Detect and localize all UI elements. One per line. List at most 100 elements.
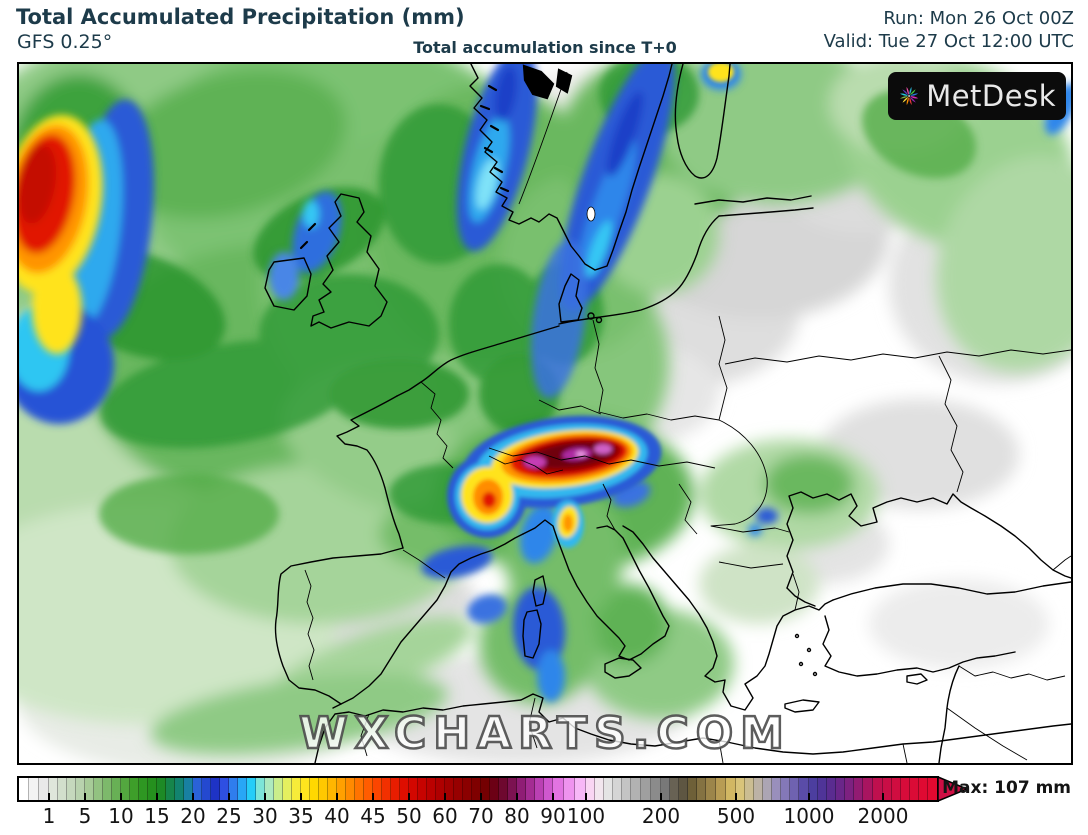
colorbar-segment [790, 778, 799, 800]
colorbar-segment [754, 778, 763, 800]
colorbar-segment [283, 778, 292, 800]
colorbar-tick [120, 793, 122, 800]
colorbar-segment [845, 778, 854, 800]
colorbar-segment [526, 778, 535, 800]
colorbar-segment [910, 778, 919, 800]
colorbar-tick-label: 15 [144, 804, 170, 828]
colorbar-segment [809, 778, 818, 800]
colorbar-segment [337, 778, 346, 800]
wxcharts-watermark: WXCHARTS.COM [298, 707, 791, 761]
colorbar-segment [274, 778, 283, 800]
colorbar-segment [346, 778, 355, 800]
colorbar-segment [799, 778, 809, 800]
colorbar-segment [517, 778, 526, 800]
colorbar-tick [156, 793, 158, 800]
colorbar-segment [772, 778, 781, 800]
colorbar-segment [94, 778, 103, 800]
colorbar-segment [564, 778, 575, 800]
colorbar-tick [808, 793, 810, 800]
colorbar-segment [121, 778, 130, 800]
colorbar-tick-label: 200 [641, 804, 681, 828]
colorbar-segment [641, 778, 651, 800]
colorbar-segment [745, 778, 754, 800]
colorbar-segment [706, 778, 716, 800]
colorbar-segment [883, 778, 892, 800]
colorbar-tick-label: 45 [360, 804, 386, 828]
colorbar-segment [901, 778, 910, 800]
colorbar-tick-label: 30 [252, 804, 278, 828]
colorbar-segment [892, 778, 901, 800]
colorbar-segment [29, 778, 39, 800]
colorbar-arrow [937, 776, 969, 802]
colorbar-segment [827, 778, 836, 800]
colorbar-segment [781, 778, 790, 800]
accumulation-note: Total accumulation since T+0 [413, 38, 677, 57]
colorbar-segment [130, 778, 139, 800]
colorbar-segment [697, 778, 706, 800]
colorbar-segment [651, 778, 661, 800]
colorbar-segment [193, 778, 202, 800]
colorbar-segment [256, 778, 265, 800]
colorbar-segment [535, 778, 544, 800]
colorbar-segment [19, 778, 29, 800]
colorbar-tick-label: 1 [42, 804, 56, 828]
colorbar-segment [553, 778, 564, 800]
colorbar-segment [622, 778, 631, 800]
colorbar-segment [238, 778, 247, 800]
colorbar-arrow-head [937, 776, 969, 802]
colorbar-tick-label: 40 [324, 804, 350, 828]
colorbar-segment [382, 778, 391, 800]
colorbar-tick [84, 793, 86, 800]
colorbar-segment [716, 778, 726, 800]
colorbar-segment [184, 778, 193, 800]
colorbar-segment [49, 778, 58, 800]
colorbar-segments [17, 776, 939, 802]
colorbar-tick-label: 35 [288, 804, 314, 828]
colorbar-tick-label: 500 [716, 804, 756, 828]
colorbar-segment [763, 778, 772, 800]
colorbar-segment [595, 778, 604, 800]
colorbar-tick-label: 2000 [857, 804, 909, 828]
colorbar-segment [319, 778, 328, 800]
colorbar-segment [220, 778, 229, 800]
colorbar-segment [472, 778, 481, 800]
valid-time-label: Valid: Tue 27 Oct 12:00 UTC [823, 31, 1074, 52]
colorbar-segment [499, 778, 508, 800]
colorbar-segment [328, 778, 337, 800]
colorbar-segment [463, 778, 472, 800]
colorbar-segment [139, 778, 148, 800]
colorbar-tick-label: 70 [468, 804, 494, 828]
colorbar-tick [480, 793, 482, 800]
metdesk-logo: MetDesk [888, 72, 1066, 120]
colorbar-tick-label: 80 [504, 804, 530, 828]
colorbar-segment [854, 778, 863, 800]
colorbar-segment [301, 778, 310, 800]
colorbar-segment [736, 778, 745, 800]
colorbar-segment [490, 778, 499, 800]
precipitation-colorbar: Max: 107 mm 1 5 10 15 20 25 30 35 40 45 50 60 70 80 90… [17, 776, 1071, 834]
colorbar-segment [148, 778, 157, 800]
colorbar-tick-label: 100 [566, 804, 606, 828]
page-title: Total Accumulated Precipitation (mm) [16, 5, 465, 29]
colorbar-tick-label: 60 [432, 804, 458, 828]
colorbar-segment [863, 778, 873, 800]
colorbar-segment [613, 778, 622, 800]
colorbar-segment [202, 778, 211, 800]
model-label: GFS 0.25° [17, 31, 113, 53]
colorbar-tick [552, 793, 554, 800]
colorbar-tick-label: 20 [180, 804, 206, 828]
colorbar-tick [516, 793, 518, 800]
precipitation-basemap [19, 64, 1071, 763]
metdesk-logo-text: MetDesk [926, 79, 1056, 113]
colorbar-segment [575, 778, 586, 800]
europe-precipitation-map: MetDesk WXCHARTS.COM [17, 62, 1073, 765]
colorbar-tick [444, 793, 446, 800]
colorbar-segment [85, 778, 94, 800]
colorbar-segment [873, 778, 883, 800]
metdesk-pinwheel-icon [899, 86, 919, 106]
colorbar-segment [76, 778, 85, 800]
colorbar-tick-label: 5 [78, 804, 92, 828]
colorbar-segment [58, 778, 67, 800]
colorbar-segment [726, 778, 736, 800]
